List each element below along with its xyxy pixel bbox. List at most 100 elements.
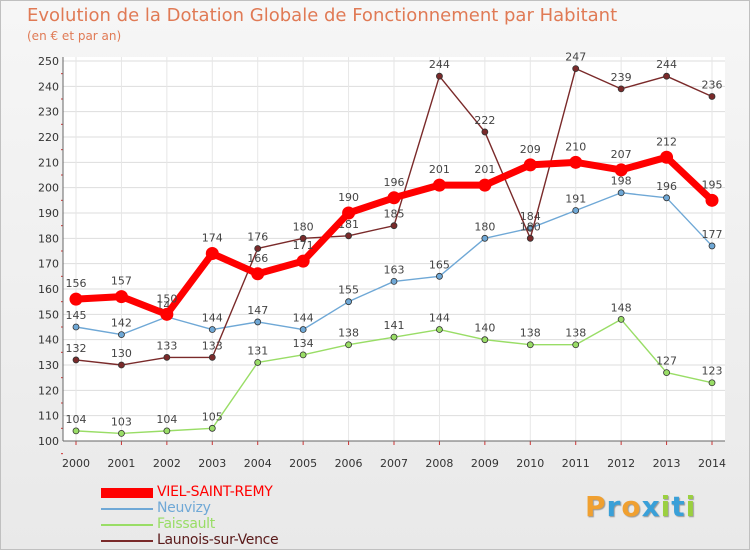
data-point-neuvizy [254, 318, 262, 326]
data-label-faissault: 141 [384, 319, 405, 332]
data-label-viel-saint-remy: 201 [429, 163, 450, 176]
x-tick-label: 2004 [244, 457, 272, 470]
data-label-faissault: 104 [156, 413, 177, 426]
data-point-faissault [481, 336, 489, 344]
legend-label: Neuvizy [157, 500, 211, 516]
data-point-launois-sur-vence [663, 72, 670, 80]
data-point-viel-saint-remy [432, 178, 446, 192]
line-chart: 100 110 120 130 140 150 160 170 180 190 200 210 220 2… [38, 51, 726, 470]
x-tick-label: 2012 [607, 457, 635, 470]
data-label-launois-sur-vence: 239 [611, 71, 632, 84]
data-point-launois-sur-vence [436, 72, 443, 80]
data-label-launois-sur-vence: 176 [247, 230, 268, 243]
data-point-neuvizy [663, 194, 670, 202]
data-point-faissault [436, 326, 443, 333]
data-point-viel-saint-remy [660, 150, 674, 164]
data-label-neuvizy: 144 [293, 312, 314, 325]
y-tick-label: 250 [38, 55, 59, 68]
data-label-launois-sur-vence: 247 [565, 51, 586, 64]
legend-item-neuvizy: Neuvizy [101, 500, 321, 517]
data-point-viel-saint-remy [569, 155, 583, 169]
data-point-faissault [208, 424, 216, 432]
x-tick-label: 2002 [153, 457, 181, 470]
data-point-viel-saint-remy [705, 193, 719, 207]
y-tick-label: 240 [38, 80, 59, 93]
data-point-launois-sur-vence [481, 128, 489, 136]
legend-swatch [101, 488, 153, 498]
data-point-viel-saint-remy [296, 254, 310, 268]
data-point-launois-sur-vence [572, 65, 580, 72]
data-point-viel-saint-remy [160, 307, 174, 321]
data-point-neuvizy [481, 234, 489, 242]
data-label-neuvizy: 196 [656, 180, 677, 193]
data-point-neuvizy [299, 326, 307, 333]
legend-item-faissault: Faissault [101, 516, 321, 533]
data-point-faissault [526, 341, 534, 349]
data-point-launois-sur-vence [390, 222, 398, 230]
data-label-launois-sur-vence: 244 [656, 58, 677, 71]
y-tick-label: 230 [38, 106, 59, 119]
data-point-viel-saint-remy [614, 163, 628, 177]
data-point-viel-saint-remy [523, 158, 537, 172]
logo-letter: t [671, 490, 686, 523]
legend-item-viel-saint-remy: VIEL-SAINT-REMY [101, 484, 321, 501]
logo-letter: x [641, 490, 661, 523]
x-tick-label: 2007 [380, 457, 408, 470]
y-tick-label: 140 [38, 334, 59, 347]
data-point-neuvizy [118, 331, 125, 339]
data-label-faissault: 123 [702, 365, 723, 378]
data-label-faissault: 105 [202, 410, 223, 423]
legend-item-launois-sur-vence: Launois-sur-Vence [101, 532, 321, 549]
data-point-launois-sur-vence [163, 353, 171, 361]
logo-letter: r [606, 490, 622, 523]
data-label-viel-saint-remy: 195 [702, 178, 723, 191]
data-label-viel-saint-remy: 174 [202, 232, 223, 245]
data-point-faissault [118, 429, 125, 437]
data-label-launois-sur-vence: 236 [702, 78, 723, 91]
data-label-faissault: 138 [565, 327, 586, 340]
data-label-viel-saint-remy: 190 [338, 191, 359, 204]
data-point-faissault [617, 315, 625, 323]
data-point-launois-sur-vence [254, 245, 262, 252]
x-tick-label: 2008 [425, 457, 453, 470]
chart-title: Evolution de la Dotation Globale de Fonc… [27, 5, 618, 26]
y-tick-label: 210 [38, 156, 59, 169]
y-tick-label: 220 [38, 131, 59, 144]
data-label-neuvizy: 144 [202, 312, 223, 325]
data-point-neuvizy [436, 272, 443, 280]
data-label-launois-sur-vence: 244 [429, 58, 450, 71]
data-point-launois-sur-vence [617, 85, 625, 93]
x-tick-label: 2014 [698, 457, 726, 470]
data-point-faissault [72, 427, 80, 435]
x-tick-label: 2003 [198, 457, 226, 470]
data-label-faissault: 140 [474, 322, 495, 335]
y-tick-label: 100 [38, 435, 59, 448]
data-label-viel-saint-remy: 209 [520, 143, 541, 156]
data-label-faissault: 131 [247, 344, 268, 357]
proxiti-logo: Proxiti [585, 490, 696, 523]
data-point-faissault [708, 379, 716, 387]
data-point-faissault [390, 333, 398, 341]
data-label-neuvizy: 165 [429, 258, 450, 271]
data-point-neuvizy [208, 326, 216, 333]
data-label-neuvizy: 198 [611, 175, 632, 188]
data-point-viel-saint-remy [205, 247, 219, 261]
data-point-neuvizy [345, 298, 352, 306]
logo-letter: o [621, 490, 642, 523]
data-label-viel-saint-remy: 210 [565, 140, 586, 153]
data-label-faissault: 134 [293, 337, 314, 350]
chart-subtitle: (en € et par an) [27, 29, 122, 43]
data-label-neuvizy: 180 [474, 220, 495, 233]
x-tick-label: 2005 [289, 457, 317, 470]
data-point-viel-saint-remy [478, 178, 492, 192]
data-point-neuvizy [708, 242, 716, 250]
data-point-launois-sur-vence [526, 234, 534, 242]
data-label-launois-sur-vence: 132 [66, 342, 87, 355]
data-label-launois-sur-vence: 185 [384, 208, 405, 221]
data-point-viel-saint-remy [387, 191, 401, 205]
data-label-viel-saint-remy: 157 [111, 275, 132, 288]
data-label-launois-sur-vence: 133 [202, 339, 223, 352]
data-label-neuvizy: 163 [384, 263, 405, 276]
chart-legend: VIEL-SAINT-REMY Neuvizy Faissault Launois-s… [101, 484, 321, 549]
data-label-faissault: 138 [338, 327, 359, 340]
